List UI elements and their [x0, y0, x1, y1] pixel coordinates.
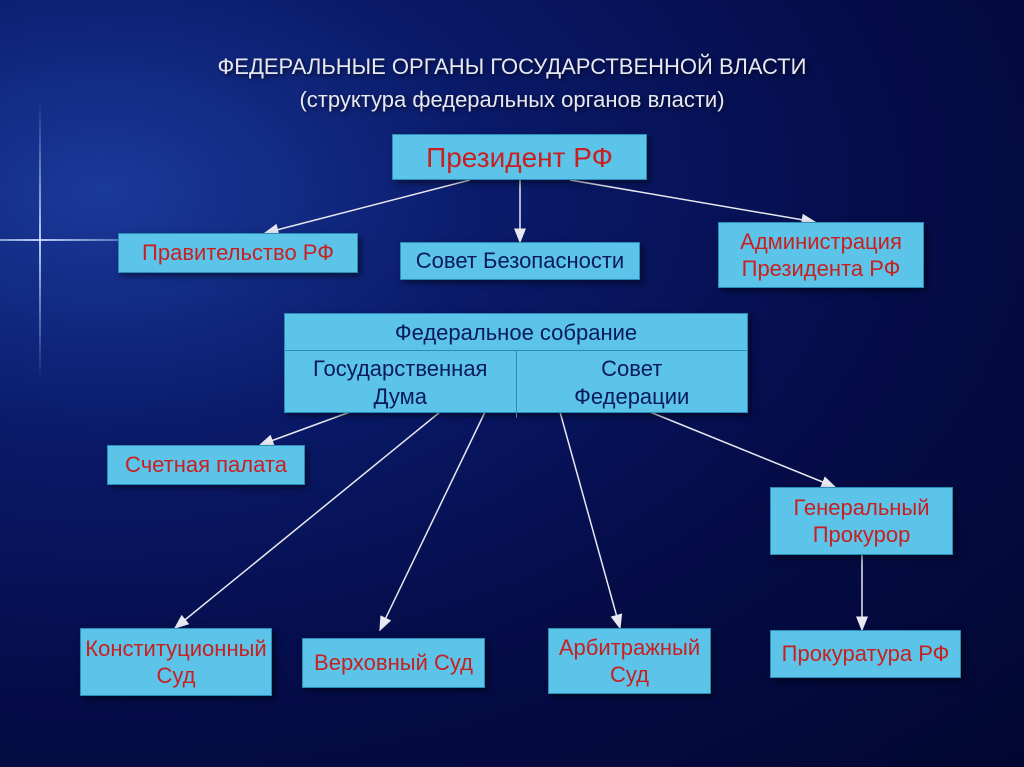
security-council-label: Совет Безопасности — [416, 247, 624, 275]
arbcourt-line2: Суд — [610, 661, 649, 689]
assembly-federation-council: Совет Федерации — [517, 351, 748, 418]
title-line2: (структура федеральных органов власти) — [0, 83, 1024, 116]
constcourt-line1: Конституционный — [85, 635, 266, 663]
prosgen-line1: Генеральный — [793, 494, 929, 522]
background-starburst — [40, 240, 42, 242]
node-arbitration-court: Арбитражный Суд — [548, 628, 711, 694]
node-accounts-chamber: Счетная палата — [107, 445, 305, 485]
title-line1: ФЕДЕРАЛЬНЫЕ ОРГАНЫ ГОСУДАРСТВЕННОЙ ВЛАСТ… — [0, 50, 1024, 83]
supreme-court-label: Верховный Суд — [314, 649, 473, 677]
node-constitutional-court: Конституционный Суд — [80, 628, 272, 696]
node-security-council: Совет Безопасности — [400, 242, 640, 280]
administration-line1: Администрация — [740, 228, 902, 256]
node-government: Правительство РФ — [118, 233, 358, 273]
assembly-duma: Государственная Дума — [285, 351, 517, 418]
diagram-title: ФЕДЕРАЛЬНЫЕ ОРГАНЫ ГОСУДАРСТВЕННОЙ ВЛАСТ… — [0, 50, 1024, 116]
arbcourt-line1: Арбитражный — [559, 634, 700, 662]
duma-line2: Дума — [285, 383, 516, 411]
node-federal-assembly: Федеральное собрание Государственная Дум… — [284, 313, 748, 413]
node-prosecutor-general: Генеральный Прокурор — [770, 487, 953, 555]
assembly-top-label: Федеральное собрание — [285, 314, 747, 351]
node-administration: Администрация Президента РФ — [718, 222, 924, 288]
fedcouncil-line1: Совет — [517, 355, 748, 383]
node-supreme-court: Верховный Суд — [302, 638, 485, 688]
node-president: Президент РФ — [392, 134, 647, 180]
president-label: Президент РФ — [426, 140, 613, 175]
fedcouncil-line2: Федерации — [517, 383, 748, 411]
duma-line1: Государственная — [285, 355, 516, 383]
prosecution-label: Прокуратура РФ — [782, 640, 950, 668]
constcourt-line2: Суд — [157, 662, 196, 690]
government-label: Правительство РФ — [142, 239, 334, 267]
administration-line2: Президента РФ — [742, 255, 901, 283]
node-prosecution: Прокуратура РФ — [770, 630, 961, 678]
assembly-chambers: Государственная Дума Совет Федерации — [285, 351, 747, 418]
prosgen-line2: Прокурор — [813, 521, 911, 549]
accounts-chamber-label: Счетная палата — [125, 451, 287, 479]
